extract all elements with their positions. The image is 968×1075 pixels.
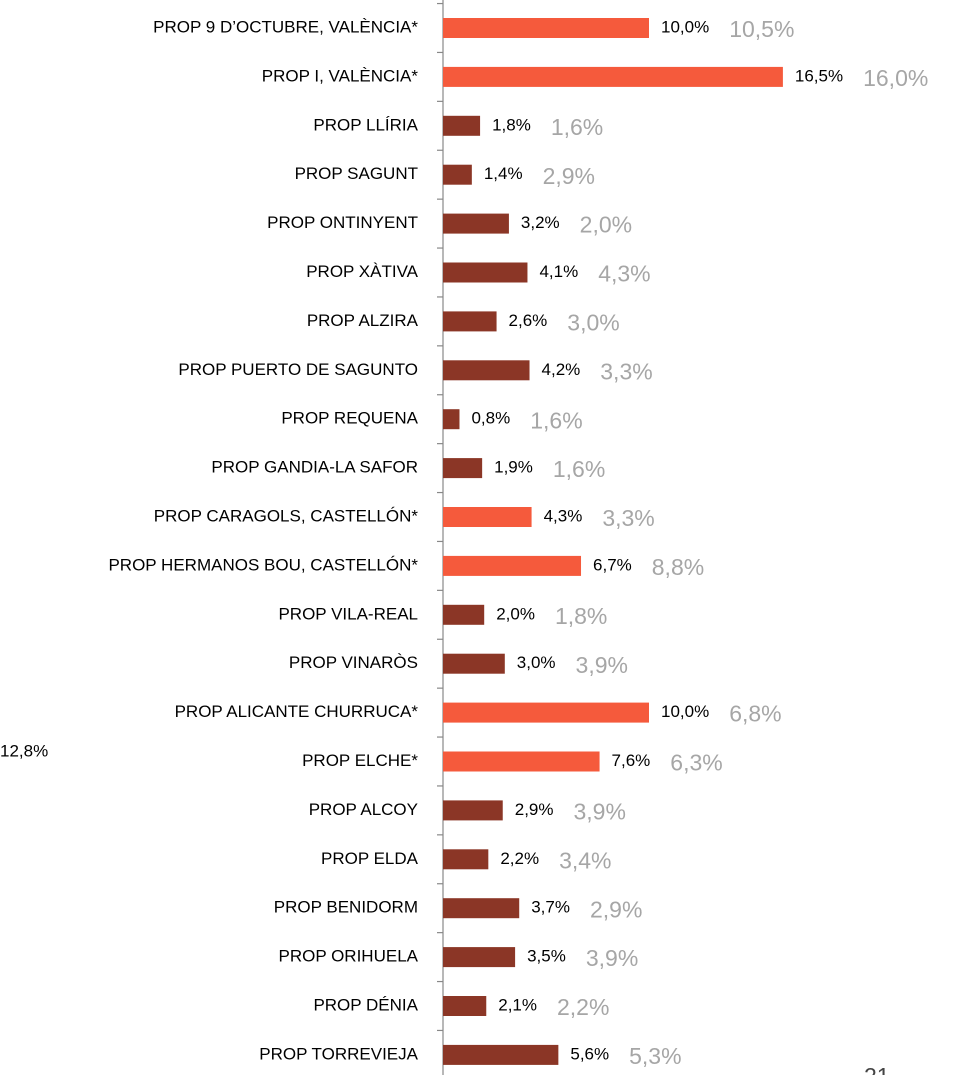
data-label: 3,0%: [517, 653, 556, 672]
comparison-label: 4,3%: [598, 261, 650, 287]
data-label: 10,0%: [661, 702, 709, 721]
bar: [443, 898, 520, 919]
bar: [443, 115, 481, 136]
data-label: 3,2%: [521, 213, 560, 232]
category-label: PROP CARAGOLS, CASTELLÓN*: [154, 506, 419, 525]
comparison-label: 1,6%: [553, 456, 605, 482]
data-label: 1,8%: [492, 115, 531, 134]
comparison-label: 3,3%: [600, 358, 652, 384]
data-label: 2,9%: [515, 800, 554, 819]
category-label: PROP ORIHUELA: [278, 947, 418, 966]
comparison-label: 1,6%: [551, 114, 603, 140]
comparison-label: 5,3%: [629, 1043, 681, 1069]
category-label: PROP PUERTO DE SAGUNTO: [178, 360, 418, 379]
bar: [443, 262, 528, 283]
data-label: 3,7%: [531, 898, 570, 917]
category-label: PROP DÉNIA: [313, 995, 418, 1014]
comparison-label: 3,0%: [567, 309, 619, 335]
bar: [443, 653, 505, 674]
bar: [443, 800, 503, 821]
bar: [443, 164, 472, 185]
bar: [443, 1044, 559, 1065]
category-label: PROP ALCOY: [309, 800, 418, 819]
comparison-label: 8,8%: [652, 554, 704, 580]
bar: [443, 213, 509, 234]
page-number: 21: [864, 1063, 890, 1075]
data-label: 0,8%: [471, 409, 510, 428]
category-label: PROP XÀTIVA: [306, 262, 418, 281]
annotation: 12,8%: [0, 741, 48, 760]
category-label: PROP 9 D’OCTUBRE, VALÈNCIA*: [153, 17, 418, 36]
data-label: 6,7%: [593, 555, 632, 574]
data-label: 1,4%: [484, 164, 523, 183]
comparison-label: 2,9%: [590, 896, 642, 922]
comparison-label: 3,4%: [559, 847, 611, 873]
comparison-label: 2,9%: [543, 163, 595, 189]
category-label: PROP HERMANOS BOU, CASTELLÓN*: [108, 555, 418, 574]
comparison-label: 6,3%: [670, 750, 722, 776]
data-label: 2,2%: [500, 849, 539, 868]
comparison-label: 6,8%: [729, 701, 781, 727]
comparison-label: 16,0%: [863, 65, 928, 91]
bar: [443, 849, 489, 870]
bar: [443, 507, 532, 527]
bar: [443, 409, 460, 430]
bar: [443, 311, 497, 332]
category-label: PROP BENIDORM: [274, 898, 418, 917]
category-label: PROP REQUENA: [281, 409, 418, 428]
comparison-label: 3,9%: [576, 652, 628, 678]
data-label: 2,0%: [496, 604, 535, 623]
comparison-label: 3,9%: [573, 798, 625, 824]
bar: [443, 555, 582, 576]
comparison-label: 1,6%: [530, 407, 582, 433]
category-label: PROP SAGUNT: [295, 164, 418, 183]
bar: [443, 66, 783, 87]
data-label: 7,6%: [612, 751, 651, 770]
bar: [443, 702, 649, 723]
bar: [443, 751, 600, 772]
bar: [443, 458, 483, 479]
data-label: 3,5%: [527, 947, 566, 966]
data-label: 5,6%: [570, 1044, 609, 1063]
category-label: PROP GANDIA-LA SAFOR: [211, 458, 418, 477]
bar: [443, 996, 487, 1016]
data-label: 4,2%: [542, 360, 581, 379]
comparison-label: 10,5%: [729, 16, 794, 42]
bar: [443, 18, 649, 38]
comparison-label: 3,3%: [602, 505, 654, 531]
data-label: 4,3%: [544, 506, 583, 525]
category-label: PROP LLÍRIA: [313, 115, 418, 134]
category-label: PROP ONTINYENT: [267, 213, 418, 232]
comparison-label: 2,2%: [557, 994, 609, 1020]
category-label: PROP ELCHE*: [302, 751, 418, 770]
category-label: PROP ALZIRA: [307, 311, 419, 330]
category-label: PROP VILA-REAL: [278, 604, 418, 623]
comparison-label: 3,9%: [586, 945, 638, 971]
comparison-label: 1,8%: [555, 603, 607, 629]
bar: [443, 360, 530, 381]
data-label: 10,0%: [661, 17, 709, 36]
bar: [443, 604, 485, 625]
data-label: 1,9%: [494, 458, 533, 477]
category-label: PROP VINARÒS: [289, 653, 418, 672]
comparison-label: 2,0%: [580, 212, 632, 238]
category-label: PROP ALICANTE CHURRUCA*: [175, 702, 419, 721]
bar: [443, 947, 516, 968]
category-label: PROP TORREVIEJA: [259, 1044, 418, 1063]
data-label: 4,1%: [539, 262, 578, 281]
data-label: 2,6%: [509, 311, 548, 330]
category-label: PROP I, VALÈNCIA*: [262, 66, 419, 85]
data-label: 2,1%: [498, 995, 537, 1014]
data-label: 16,5%: [795, 66, 843, 85]
category-label: PROP ELDA: [321, 849, 419, 868]
